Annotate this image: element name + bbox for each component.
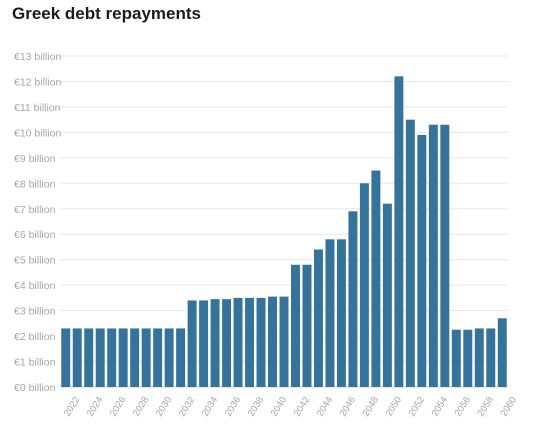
bar-2046 bbox=[336, 239, 346, 387]
bar-2032 bbox=[176, 328, 186, 387]
bar-2051 bbox=[394, 76, 404, 387]
bar-2053 bbox=[417, 134, 427, 387]
y-tick-label: €10 billion bbox=[14, 127, 61, 139]
y-tick-label: €7 billion bbox=[14, 204, 56, 216]
y-tick-label: €8 billion bbox=[14, 178, 56, 190]
bar-2039 bbox=[256, 297, 266, 387]
bar-2050 bbox=[382, 203, 392, 387]
bar-2035 bbox=[210, 299, 220, 387]
y-tick-label: €11 billion bbox=[14, 102, 61, 114]
y-tick-label: €4 billion bbox=[14, 280, 56, 292]
bar-2033 bbox=[187, 300, 197, 387]
y-tick-label: €12 billion bbox=[14, 76, 61, 88]
bar-2022 bbox=[61, 328, 71, 387]
x-tick-label: 2050 bbox=[384, 395, 405, 419]
bar-2034 bbox=[199, 300, 209, 387]
bar-2041 bbox=[279, 296, 289, 387]
bar-2024 bbox=[84, 328, 94, 387]
bar-2045 bbox=[325, 239, 335, 387]
x-tick-label: 2034 bbox=[200, 395, 221, 419]
bar-2054 bbox=[428, 124, 438, 387]
bar-2059 bbox=[486, 328, 496, 387]
bar-2043 bbox=[302, 264, 312, 387]
x-tick-label: 2054 bbox=[430, 395, 451, 419]
x-tick-label: 2048 bbox=[361, 395, 382, 419]
x-tick-label: 2052 bbox=[407, 395, 428, 419]
y-tick-label: €9 billion bbox=[14, 153, 56, 165]
x-tick-label: 2028 bbox=[131, 395, 152, 419]
x-tick-label: 2042 bbox=[292, 395, 313, 419]
x-tick-label: 2032 bbox=[177, 395, 198, 419]
y-tick-label: €6 billion bbox=[14, 229, 56, 241]
x-tick-label: 2060 bbox=[498, 395, 519, 419]
y-tick-label: €0 billion bbox=[14, 382, 56, 394]
x-tick-label: 2044 bbox=[315, 395, 336, 419]
bar-2049 bbox=[371, 170, 381, 387]
x-tick-label: 2030 bbox=[154, 395, 175, 419]
bar-2036 bbox=[222, 299, 232, 387]
bar-2042 bbox=[291, 264, 300, 387]
x-tick-label: 2026 bbox=[108, 395, 129, 419]
x-tick-label: 2058 bbox=[475, 395, 496, 419]
bar-2027 bbox=[118, 328, 128, 387]
bar-2040 bbox=[268, 296, 277, 387]
bar-2047 bbox=[348, 211, 358, 387]
x-tick-label: 2038 bbox=[246, 395, 267, 419]
bar-2031 bbox=[164, 328, 174, 387]
y-tick-label: €13 billion bbox=[14, 51, 61, 63]
y-tick-label: €3 billion bbox=[14, 306, 56, 318]
bar-2038 bbox=[245, 297, 255, 387]
y-tick-label: €1 billion bbox=[14, 357, 56, 369]
bar-2030 bbox=[153, 328, 163, 387]
chart-title: Greek debt repayments bbox=[12, 4, 201, 23]
bar-2025 bbox=[95, 328, 105, 387]
x-tick-label: 2056 bbox=[453, 395, 474, 419]
x-tick-label: 2036 bbox=[223, 395, 244, 419]
bar-2023 bbox=[72, 328, 82, 387]
bar-2044 bbox=[313, 249, 323, 387]
x-tick-label: 2024 bbox=[85, 395, 106, 419]
y-tick-label: €2 billion bbox=[14, 331, 56, 343]
bar-2057 bbox=[463, 329, 473, 387]
x-tick-label: 2046 bbox=[338, 395, 359, 419]
y-tick-label: €5 billion bbox=[14, 255, 56, 267]
x-tick-label: 2022 bbox=[62, 395, 83, 419]
bar-2029 bbox=[141, 328, 151, 387]
bar-2052 bbox=[405, 119, 415, 388]
bar-2037 bbox=[233, 297, 243, 387]
bar-2055 bbox=[440, 124, 450, 387]
bar-2058 bbox=[474, 328, 484, 387]
bar-2048 bbox=[359, 183, 369, 387]
bar-2060 bbox=[497, 318, 507, 387]
x-tick-label: 2040 bbox=[269, 395, 290, 419]
bar-2026 bbox=[107, 328, 117, 387]
bar-2028 bbox=[130, 328, 140, 387]
bar-2056 bbox=[451, 329, 461, 387]
